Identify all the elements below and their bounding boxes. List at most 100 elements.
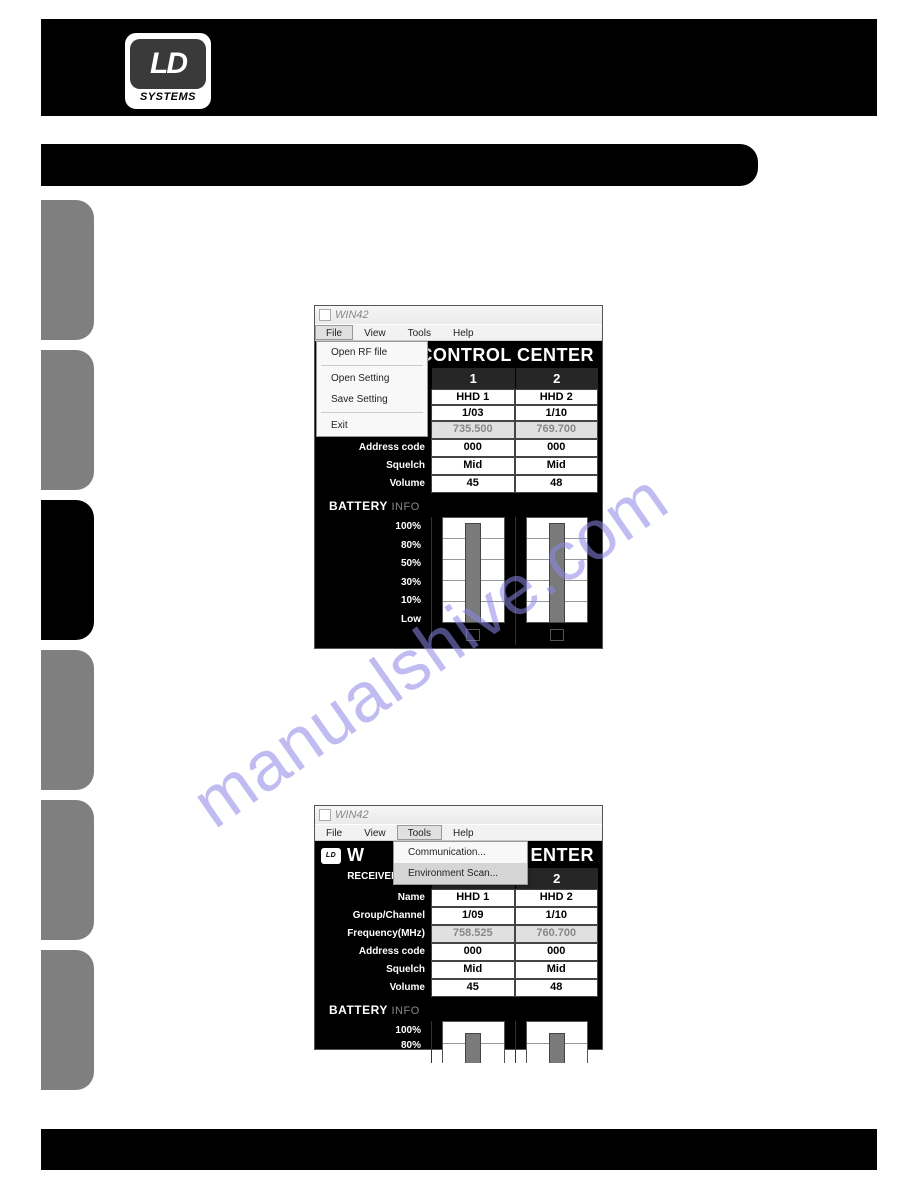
row-squelch-label: Squelch <box>315 961 431 979</box>
battery-subtitle: INFO <box>391 501 419 513</box>
menu-file[interactable]: File <box>315 825 353 840</box>
ld-mini-logo-icon: LD <box>321 848 341 864</box>
file-dropdown-menu: Open RF file Open Setting Save Setting E… <box>316 341 428 437</box>
battery-lvl-100: 100% <box>315 521 421 532</box>
battery-foot-1-icon <box>466 629 480 641</box>
menu-bar: File View Tools Help <box>315 824 602 841</box>
logo-text: LD <box>130 39 206 89</box>
row-freq-v1[interactable]: 758.525 <box>431 925 515 943</box>
row-addr-v1[interactable]: 000 <box>431 439 515 457</box>
battery-bar-1 <box>465 523 481 623</box>
battery-section-title: BATTERY INFO <box>315 493 602 517</box>
row-freq-v2[interactable]: 769.700 <box>515 421 599 439</box>
receiver-label: RECEIVER <box>347 871 398 882</box>
row-name-v2[interactable]: HHD 2 <box>515 389 599 405</box>
battery-title: BATTERY <box>329 499 388 513</box>
win42-app-window-1: WIN42 File View Tools Help CONTROL CENTE… <box>314 305 603 649</box>
logo-subtext: SYSTEMS <box>140 91 196 103</box>
row-name-v1[interactable]: HHD 1 <box>431 389 515 405</box>
menu-environment-scan[interactable]: Environment Scan... <box>394 863 527 884</box>
menu-view[interactable]: View <box>353 825 397 840</box>
page-bottom-bar <box>41 1129 877 1170</box>
battery-title: BATTERY <box>329 1003 388 1017</box>
menu-open-setting[interactable]: Open Setting <box>317 368 427 389</box>
row-group-v2[interactable]: 1/10 <box>515 907 599 925</box>
row-squelch-v1[interactable]: Mid <box>431 457 515 475</box>
battery-foot-2-icon <box>550 629 564 641</box>
menu-view[interactable]: View <box>353 325 397 340</box>
row-squelch-label: Squelch <box>315 457 431 475</box>
battery-lvl-30: 30% <box>315 577 421 588</box>
tools-dropdown-menu: Communication... Environment Scan... <box>393 841 528 885</box>
row-volume-v1[interactable]: 45 <box>431 475 515 493</box>
menu-exit[interactable]: Exit <box>317 415 427 436</box>
battery-subtitle: INFO <box>391 1005 419 1017</box>
win42-app-window-2: WIN42 File View Tools Help LD W ENTER RE… <box>314 805 603 1050</box>
row-squelch-v2[interactable]: Mid <box>515 457 599 475</box>
row-name-v1[interactable]: HHD 1 <box>431 889 515 907</box>
header-right: ENTER <box>530 845 594 866</box>
menu-open-rf-file[interactable]: Open RF file <box>317 342 427 363</box>
menu-bar: File View Tools Help <box>315 324 602 341</box>
row-addr-label: Address code <box>315 943 431 961</box>
battery-section-title: BATTERY INFO <box>315 997 602 1021</box>
app-icon <box>319 309 331 321</box>
menu-help[interactable]: Help <box>442 825 485 840</box>
row-volume-v2[interactable]: 48 <box>515 475 599 493</box>
row-volume-v2[interactable]: 48 <box>515 979 599 997</box>
row-freq-v1[interactable]: 735.500 <box>431 421 515 439</box>
row-addr-v2[interactable]: 000 <box>515 943 599 961</box>
ld-systems-logo: LD SYSTEMS <box>122 30 214 112</box>
battery-lvl-100: 100% <box>315 1025 421 1036</box>
row-addr-label: Address code <box>315 439 431 457</box>
menu-file[interactable]: File <box>315 325 353 340</box>
channel-2-header: 2 <box>515 368 599 389</box>
battery-col-1 <box>431 1021 515 1063</box>
row-name-v2[interactable]: HHD 2 <box>515 889 599 907</box>
battery-col-1 <box>431 517 515 645</box>
side-tab-2[interactable] <box>41 350 94 490</box>
side-tab-3-active[interactable] <box>41 500 94 640</box>
battery-lvl-80: 80% <box>315 1040 421 1051</box>
row-group-v1[interactable]: 1/03 <box>431 405 515 421</box>
row-squelch-v1[interactable]: Mid <box>431 961 515 979</box>
row-group-label: Group/Channel <box>315 907 431 925</box>
side-tab-5[interactable] <box>41 800 94 940</box>
row-name-label: Name <box>315 889 431 907</box>
window-title-bar[interactable]: WIN42 <box>315 806 602 824</box>
row-freq-label: Frequency(MHz) <box>315 925 431 943</box>
row-group-v1[interactable]: 1/09 <box>431 907 515 925</box>
menu-communication[interactable]: Communication... <box>394 842 527 863</box>
side-tab-6[interactable] <box>41 950 94 1090</box>
battery-bar-2 <box>549 523 565 623</box>
battery-lvl-80: 80% <box>315 540 421 551</box>
menu-help[interactable]: Help <box>442 325 485 340</box>
side-tab-4[interactable] <box>41 650 94 790</box>
row-volume-v1[interactable]: 45 <box>431 979 515 997</box>
row-freq-v2[interactable]: 760.700 <box>515 925 599 943</box>
window-title: WIN42 <box>335 809 369 821</box>
row-squelch-v2[interactable]: Mid <box>515 961 599 979</box>
battery-col-2 <box>515 517 599 645</box>
battery-level-labels: 100% 80% 50% 30% 10% Low <box>315 517 431 645</box>
header-left: W <box>347 845 365 866</box>
row-volume-label: Volume <box>315 979 431 997</box>
battery-lvl-10: 10% <box>315 595 421 606</box>
row-volume-label: Volume <box>315 475 431 493</box>
app-icon <box>319 809 331 821</box>
battery-level-labels: 100% 80% <box>315 1021 431 1063</box>
row-addr-v2[interactable]: 000 <box>515 439 599 457</box>
battery-bar-2 <box>549 1033 565 1063</box>
window-title: WIN42 <box>335 309 369 321</box>
window-title-bar[interactable]: WIN42 <box>315 306 602 324</box>
battery-area: 100% 80% 50% 30% 10% Low <box>315 517 602 645</box>
side-tab-1[interactable] <box>41 200 94 340</box>
channel-1-header: 1 <box>431 368 515 389</box>
row-group-v2[interactable]: 1/10 <box>515 405 599 421</box>
battery-lvl-low: Low <box>315 614 421 625</box>
menu-save-setting[interactable]: Save Setting <box>317 389 427 410</box>
menu-tools[interactable]: Tools <box>397 825 442 840</box>
battery-bar-1 <box>465 1033 481 1063</box>
row-addr-v1[interactable]: 000 <box>431 943 515 961</box>
menu-tools[interactable]: Tools <box>397 325 442 340</box>
